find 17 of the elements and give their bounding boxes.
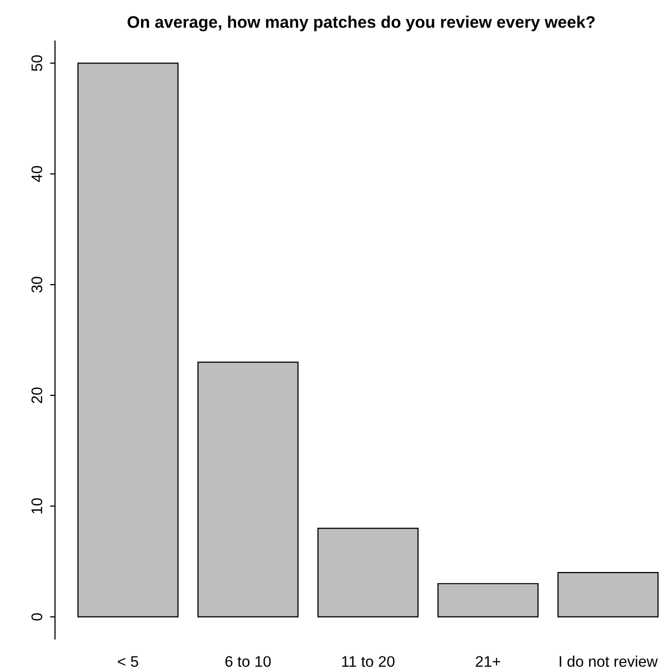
x-tick-label: I do not review [560, 656, 658, 667]
x-tick-label: 6 to 10 [225, 656, 271, 667]
x-tick-label: < 5 [118, 656, 138, 667]
y-tick-label: 40 [31, 166, 42, 182]
y-tick-label: 20 [31, 387, 42, 404]
bar [77, 62, 179, 618]
y-tick-label: 50 [31, 55, 42, 72]
chart-title: On average, how many patches do you review every week? [128, 16, 595, 32]
bar [197, 362, 299, 618]
bar [557, 572, 659, 618]
bar [317, 528, 419, 618]
y-tick-label: 0 [31, 613, 42, 621]
x-tick-label: 21+ [476, 656, 500, 667]
y-tick-label: 10 [31, 498, 42, 514]
x-tick-label: 11 to 20 [342, 656, 394, 667]
bar [437, 583, 539, 618]
y-tick-label: 30 [31, 276, 42, 293]
